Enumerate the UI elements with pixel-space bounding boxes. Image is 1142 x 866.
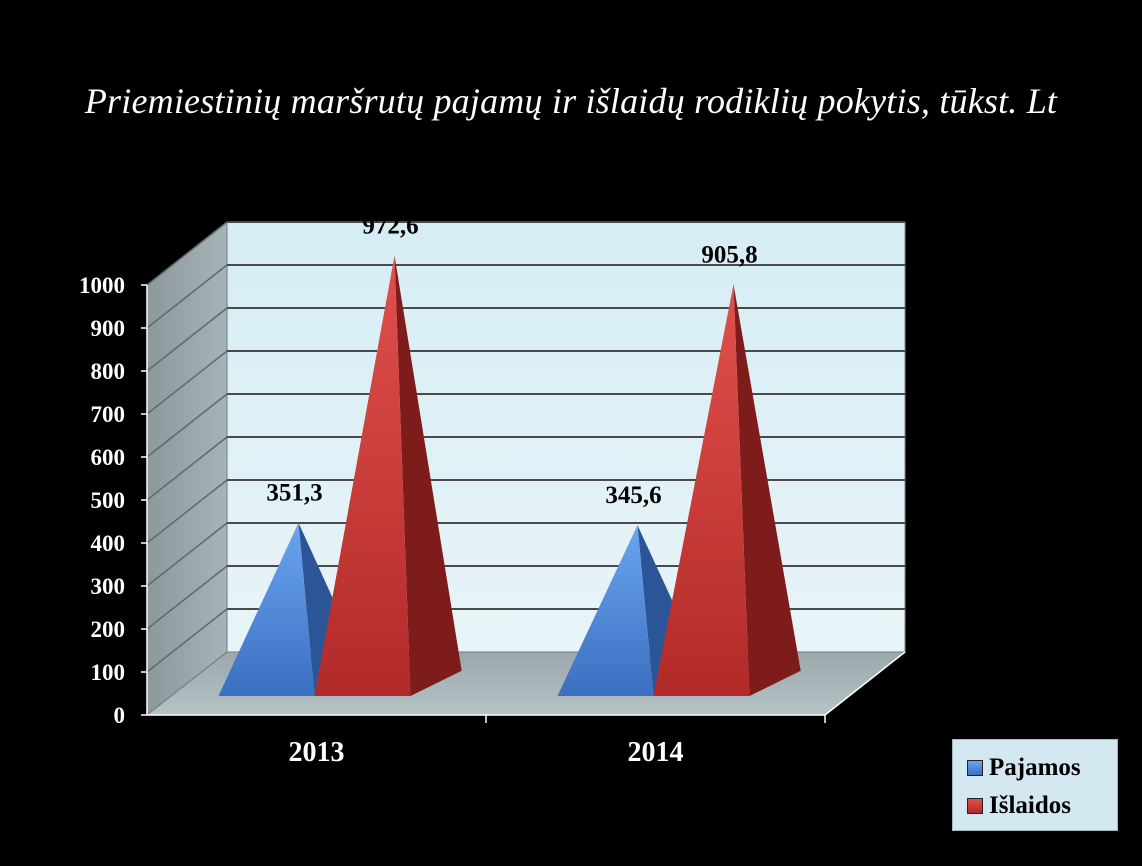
- y-tick-label: 400: [91, 531, 126, 556]
- gridline-side: [146, 350, 228, 415]
- data-labels: 351,3 972,6 345,6 905,8: [266, 213, 757, 510]
- data-label-išlaidos-2013: 972,6: [362, 213, 418, 240]
- gridline-side: [146, 608, 228, 673]
- y-tick-label: 1000: [79, 273, 125, 298]
- data-label-pajamos-2014: 345,6: [605, 482, 661, 509]
- y-tick-label: 800: [91, 359, 126, 384]
- pyramid-pajamos-2014: [557, 525, 654, 696]
- y-tick-label: 0: [114, 703, 126, 728]
- pyramid-pajamos-2013: [218, 522, 315, 696]
- pyramid-išlaidos-2013: [314, 255, 411, 696]
- gridline-side: [146, 479, 228, 544]
- gridline-side: [146, 565, 228, 630]
- chart-marks: [218, 255, 801, 696]
- data-label-pajamos-2013: 351,3: [266, 480, 322, 507]
- pyramid-side-išlaidos-2014: [733, 284, 801, 696]
- y-tick-label: 200: [91, 617, 126, 642]
- y-axis-ticks: 0 100 200 300 400 500 600 700 800 900 1000: [79, 273, 147, 728]
- x-category-label: 2014: [628, 737, 684, 768]
- legend: Pajamos Išlaidos: [952, 739, 1118, 831]
- pyramid-išlaidos-2014: [653, 284, 750, 696]
- y-tick-label: 700: [91, 402, 126, 427]
- gridline-side: [146, 221, 228, 286]
- legend-item-pajamos: Pajamos: [967, 752, 1081, 784]
- legend-label-islaidos: Išlaidos: [989, 792, 1071, 819]
- data-label-išlaidos-2014: 905,8: [701, 241, 757, 268]
- legend-label-pajamos: Pajamos: [989, 754, 1081, 781]
- x-category-label: 2013: [289, 737, 345, 768]
- gridline-side: [146, 393, 228, 458]
- y-tick-label: 300: [91, 574, 126, 599]
- gridline-side: [146, 522, 228, 587]
- floor-right-edge: [824, 651, 906, 716]
- chart-title: Priemiestinių maršrutų pajamų ir išlaidų…: [84, 81, 1058, 121]
- pyramid-side-išlaidos-2013: [394, 255, 462, 696]
- x-axis-categories: 2013 2014: [289, 715, 826, 768]
- legend-item-islaidos: Išlaidos: [967, 790, 1071, 822]
- y-tick-label: 500: [91, 488, 126, 513]
- legend-swatch-pajamos: [967, 760, 983, 776]
- gridline-side: [146, 436, 228, 501]
- y-tick-label: 600: [91, 445, 126, 470]
- y-tick-label: 900: [91, 316, 126, 341]
- legend-swatch-islaidos: [967, 798, 983, 814]
- gridline-side: [146, 307, 228, 372]
- gridline-side: [146, 264, 228, 329]
- y-tick-label: 100: [91, 660, 126, 685]
